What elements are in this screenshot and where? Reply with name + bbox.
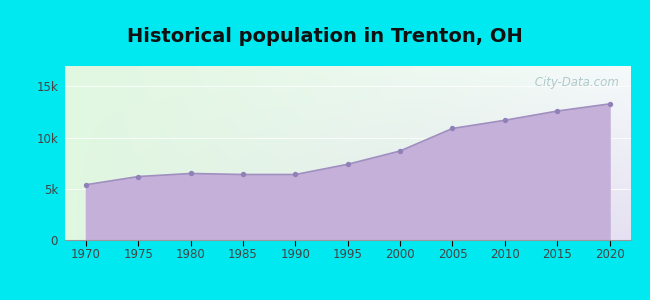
- Point: [395, 148, 406, 153]
- Point: [133, 174, 144, 179]
- Point: [185, 171, 196, 176]
- Point: [343, 162, 353, 167]
- Point: [447, 126, 458, 131]
- Point: [81, 182, 91, 187]
- Point: [238, 172, 248, 177]
- Text: City-Data.com: City-Data.com: [531, 76, 619, 89]
- Point: [290, 172, 300, 177]
- Point: [500, 118, 510, 123]
- Point: [552, 109, 562, 113]
- Text: Historical population in Trenton, OH: Historical population in Trenton, OH: [127, 27, 523, 46]
- Point: [604, 101, 615, 106]
